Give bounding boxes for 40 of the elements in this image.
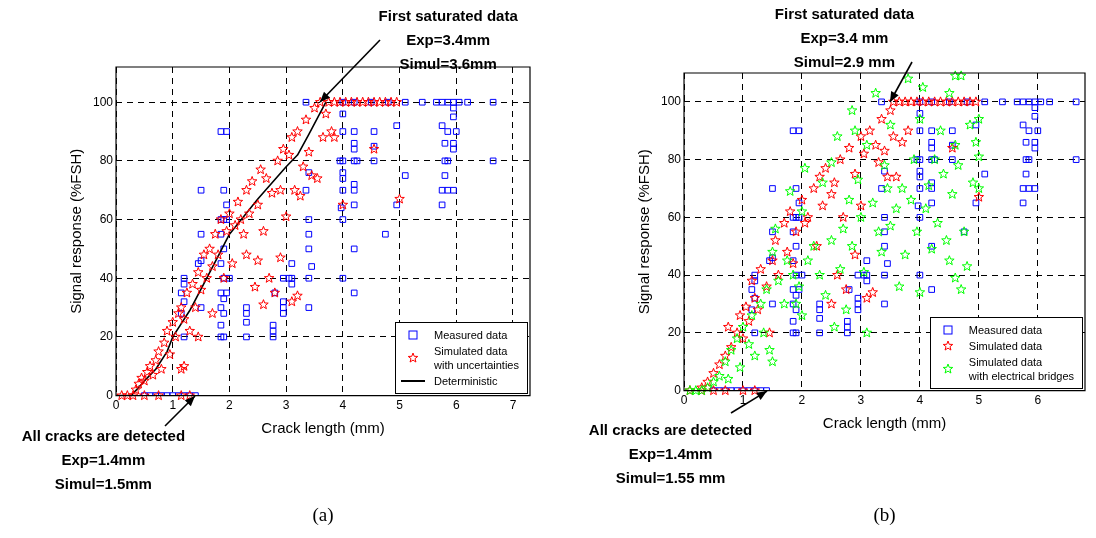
y-tick-label: 80 (667, 151, 682, 166)
x-axis-title: Crack length (mm) (822, 414, 947, 432)
x-tick-label: 7 (509, 398, 517, 413)
legend-label: Measured data (434, 327, 508, 342)
x-tick-label: 2 (798, 393, 806, 408)
legend-label: Deterministic (434, 373, 498, 388)
annotation: First saturated data Exp=3.4mm Simul=3.6mm (378, 6, 518, 74)
text: (b) (873, 504, 896, 526)
x-tick-label: 5 (396, 398, 404, 413)
x-tick-label: 2 (226, 398, 234, 413)
y-tick-label: 20 (667, 325, 682, 340)
x-tick-label: 1 (169, 398, 177, 413)
y-axis-title: Signal response (%FSH) (635, 149, 653, 315)
x-tick-label: 1 (739, 393, 747, 408)
y-tick-label: 100 (660, 94, 682, 109)
y-tick-label: 40 (667, 267, 682, 282)
x-tick-label: 4 (916, 393, 924, 408)
x-tick-label: 3 (857, 393, 865, 408)
y-tick-label: 100 (92, 94, 114, 109)
y-tick-label: 40 (99, 270, 114, 285)
y-tick-label: 80 (99, 153, 114, 168)
x-tick-label: 6 (452, 398, 460, 413)
y-tick-label: 60 (99, 211, 114, 226)
annotation: First saturated data Exp=3.4 mm Simul=2.9 mm (774, 4, 915, 72)
x-tick-label: 4 (339, 398, 347, 413)
x-tick-label: 3 (282, 398, 290, 413)
x-tick-label: 5 (975, 393, 983, 408)
y-tick-label: 20 (99, 329, 114, 344)
y-tick-label: 0 (674, 382, 682, 397)
annotation: All cracks are detected Exp=1.4mm Simul=1.55 mm (588, 420, 753, 488)
y-tick-label: 60 (667, 209, 682, 224)
annotation: All cracks are detected Exp=1.4mm Simul=1.5mm (21, 426, 186, 494)
x-axis-title: Crack length (mm) (261, 419, 385, 437)
legend-label: Simulated data (968, 338, 1043, 353)
text: (a) (312, 504, 334, 526)
y-axis-title: Signal response (%FSH) (67, 148, 85, 314)
x-tick-label: 6 (1034, 393, 1042, 408)
legend-label: Measured data (968, 322, 1043, 337)
legend-label: Simulated data with electrical bridges (968, 354, 1074, 383)
legend-label: Simulated data with uncertainties (434, 343, 519, 372)
